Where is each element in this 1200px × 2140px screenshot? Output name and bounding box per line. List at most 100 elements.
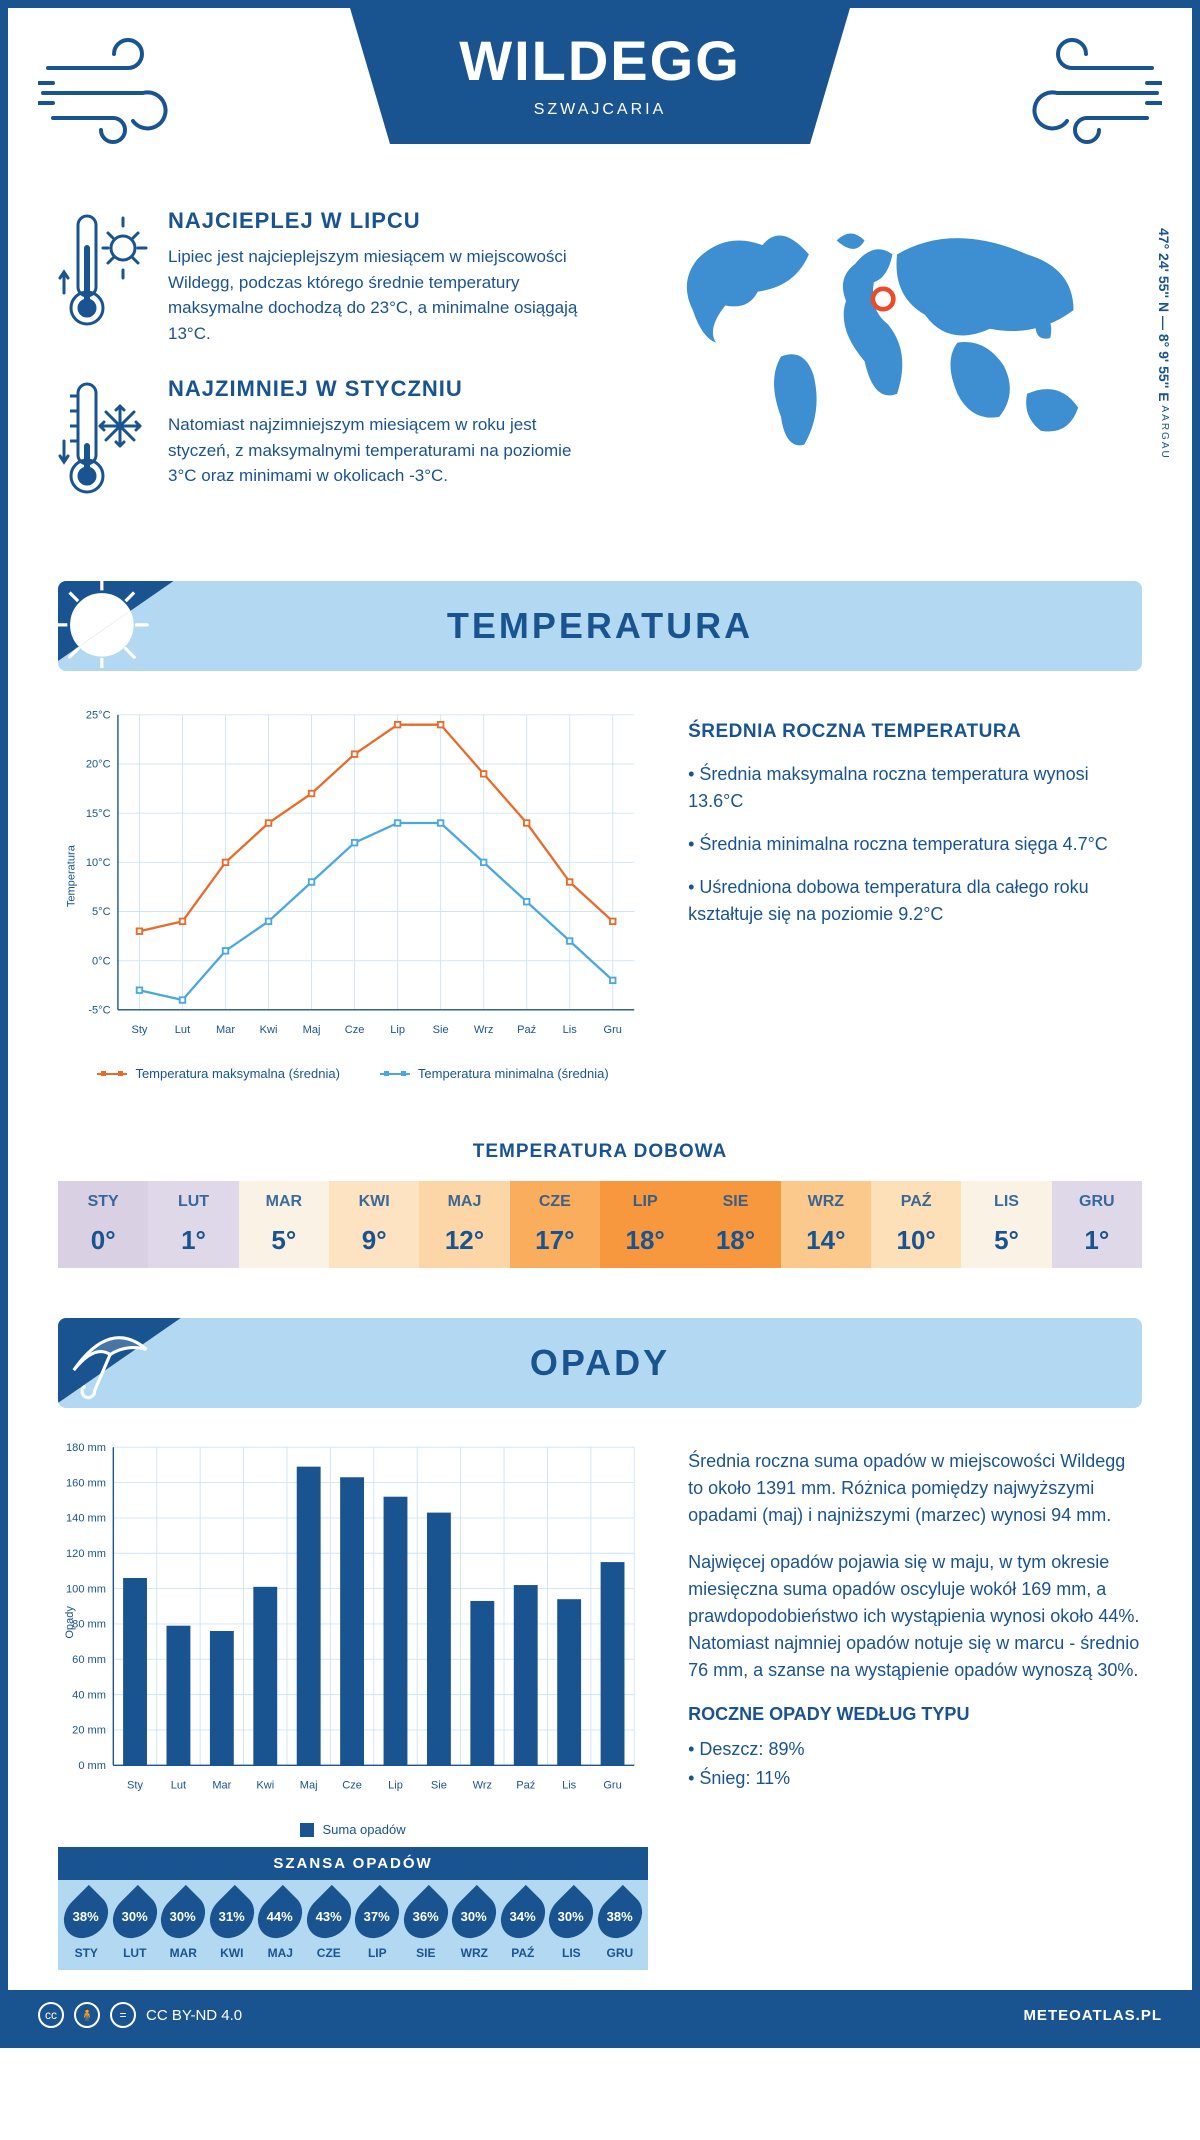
fact-coldest: NAJZIMNIEJ W STYCZNIU Natomiast najzimni… bbox=[58, 376, 585, 511]
daily-cell: GRU1° bbox=[1052, 1181, 1142, 1268]
svg-text:Paź: Paź bbox=[517, 1024, 536, 1036]
fact-warmest-body: Lipiec jest najcieplejszym miesiącem w m… bbox=[168, 244, 585, 346]
precip-by-type-title: ROCZNE OPADY WEDŁUG TYPU bbox=[688, 1704, 1142, 1725]
svg-text:Sie: Sie bbox=[433, 1024, 449, 1036]
svg-text:Cze: Cze bbox=[342, 1780, 362, 1792]
svg-text:Maj: Maj bbox=[300, 1780, 318, 1792]
svg-text:Lis: Lis bbox=[562, 1780, 577, 1792]
svg-text:80 mm: 80 mm bbox=[72, 1619, 106, 1631]
chance-cell: 37%LIP bbox=[353, 1892, 402, 1960]
site-name: METEOATLAS.PL bbox=[1023, 2007, 1162, 2024]
by-icon: 🧍 bbox=[74, 2002, 100, 2028]
svg-text:100 mm: 100 mm bbox=[66, 1584, 106, 1596]
temperature-section-header: TEMPERATURA bbox=[58, 581, 1142, 671]
daily-cell: LUT1° bbox=[148, 1181, 238, 1268]
coords-value: 47° 24' 55'' N — 8° 9' 55'' E bbox=[1156, 228, 1172, 402]
chance-cell: 36%SIE bbox=[402, 1892, 451, 1960]
svg-text:Paź: Paź bbox=[516, 1780, 535, 1792]
fact-coldest-title: NAJZIMNIEJ W STYCZNIU bbox=[168, 376, 585, 402]
svg-text:Lip: Lip bbox=[388, 1780, 403, 1792]
title-banner: WILDEGG SZWAJCARIA bbox=[350, 8, 850, 144]
footer: cc 🧍 = CC BY-ND 4.0 METEOATLAS.PL bbox=[8, 1990, 1192, 2040]
svg-text:Sty: Sty bbox=[127, 1780, 143, 1792]
svg-text:60 mm: 60 mm bbox=[72, 1654, 106, 1666]
chance-cell: 30%WRZ bbox=[450, 1892, 499, 1960]
daily-cell: SIE18° bbox=[690, 1181, 780, 1268]
umbrella-icon bbox=[58, 1318, 188, 1408]
thermometer-cold-icon bbox=[58, 376, 148, 511]
license-label: CC BY-ND 4.0 bbox=[146, 2007, 242, 2024]
precip-paragraph: Średnia roczna suma opadów w miejscowośc… bbox=[688, 1448, 1142, 1529]
svg-text:180 mm: 180 mm bbox=[66, 1442, 106, 1454]
daily-cell: LIS5° bbox=[961, 1181, 1051, 1268]
thermometer-hot-icon bbox=[58, 208, 148, 346]
annual-item: Uśredniona dobowa temperatura dla całego… bbox=[688, 874, 1142, 928]
world-map bbox=[615, 208, 1142, 468]
svg-text:40 mm: 40 mm bbox=[72, 1690, 106, 1702]
svg-text:20°C: 20°C bbox=[86, 759, 111, 771]
svg-text:Sie: Sie bbox=[431, 1780, 447, 1792]
daily-temp-table: STY0°LUT1°MAR5°KWI9°MAJ12°CZE17°LIP18°SI… bbox=[58, 1181, 1142, 1268]
chance-cell: 30%LUT bbox=[111, 1892, 160, 1960]
svg-text:15°C: 15°C bbox=[86, 808, 111, 820]
temperature-content: -5°C0°C5°C10°C15°C20°C25°CStyLutMarKwiMa… bbox=[8, 671, 1192, 1111]
sun-icon bbox=[58, 581, 188, 671]
chance-cell: 38%STY bbox=[62, 1892, 111, 1960]
svg-text:Kwi: Kwi bbox=[256, 1780, 274, 1792]
svg-text:160 mm: 160 mm bbox=[66, 1478, 106, 1490]
daily-cell: WRZ14° bbox=[781, 1181, 871, 1268]
temperature-legend: Temperatura maksymalna (średnia)Temperat… bbox=[58, 1066, 648, 1081]
legend-item: Temperatura maksymalna (średnia) bbox=[97, 1066, 339, 1081]
chance-cell: 31%KWI bbox=[208, 1892, 257, 1960]
annual-temp-title: ŚREDNIA ROCZNA TEMPERATURA bbox=[688, 721, 1142, 743]
precip-legend-label: Suma opadów bbox=[322, 1822, 405, 1837]
svg-text:Mar: Mar bbox=[212, 1780, 231, 1792]
svg-text:Temperatura: Temperatura bbox=[66, 844, 78, 907]
precip-paragraph: Najwięcej opadów pojawia się w maju, w t… bbox=[688, 1549, 1142, 1684]
svg-text:120 mm: 120 mm bbox=[66, 1548, 106, 1560]
precip-legend: Suma opadów bbox=[300, 1822, 405, 1837]
precipitation-title: OPADY bbox=[58, 1342, 1142, 1384]
wind-icon-right bbox=[1012, 38, 1162, 148]
svg-text:Wrz: Wrz bbox=[473, 1780, 492, 1792]
page-frame: WILDEGG SZWAJCARIA bbox=[0, 0, 1200, 2048]
svg-text:5°C: 5°C bbox=[92, 906, 111, 918]
svg-text:Mar: Mar bbox=[216, 1024, 235, 1036]
chance-title: SZANSA OPADÓW bbox=[58, 1847, 648, 1880]
precipitation-content: 0 mm20 mm40 mm60 mm80 mm100 mm120 mm140 … bbox=[8, 1408, 1192, 1990]
svg-text:-5°C: -5°C bbox=[88, 1005, 110, 1017]
intro-section: NAJCIEPLEJ W LIPCU Lipiec jest najcieple… bbox=[8, 208, 1192, 581]
svg-text:10°C: 10°C bbox=[86, 857, 111, 869]
annual-item: Średnia minimalna roczna temperatura się… bbox=[688, 831, 1142, 858]
annual-item: Średnia maksymalna roczna temperatura wy… bbox=[688, 761, 1142, 815]
chance-cell: 43%CZE bbox=[305, 1892, 354, 1960]
precipitation-chance: SZANSA OPADÓW 38%STY30%LUT30%MAR31%KWI44… bbox=[58, 1847, 648, 1970]
wind-icon-left bbox=[38, 38, 188, 148]
svg-text:Kwi: Kwi bbox=[260, 1024, 278, 1036]
daily-cell: LIP18° bbox=[600, 1181, 690, 1268]
svg-text:Gru: Gru bbox=[603, 1780, 621, 1792]
svg-text:Lis: Lis bbox=[563, 1024, 578, 1036]
license: cc 🧍 = CC BY-ND 4.0 bbox=[38, 2002, 242, 2028]
page-title: WILDEGG bbox=[430, 28, 770, 93]
chance-cell: 30%LIS bbox=[547, 1892, 596, 1960]
temperature-annual: ŚREDNIA ROCZNA TEMPERATURA Średnia maksy… bbox=[688, 701, 1142, 1081]
daily-cell: MAJ12° bbox=[419, 1181, 509, 1268]
fact-coldest-body: Natomiast najzimniejszym miesiącem w rok… bbox=[168, 412, 585, 489]
precipitation-text: Średnia roczna suma opadów w miejscowośc… bbox=[688, 1438, 1142, 1970]
fact-warmest: NAJCIEPLEJ W LIPCU Lipiec jest najcieple… bbox=[58, 208, 585, 346]
coordinates: 47° 24' 55'' N — 8° 9' 55'' E AARGAU bbox=[1156, 228, 1172, 460]
header: WILDEGG SZWAJCARIA bbox=[8, 8, 1192, 208]
svg-text:Sty: Sty bbox=[131, 1024, 147, 1036]
svg-text:0 mm: 0 mm bbox=[78, 1760, 106, 1772]
fact-warmest-title: NAJCIEPLEJ W LIPCU bbox=[168, 208, 585, 234]
page-subtitle: SZWAJCARIA bbox=[430, 101, 770, 119]
coords-region: AARGAU bbox=[1159, 406, 1170, 460]
temperature-chart: -5°C0°C5°C10°C15°C20°C25°CStyLutMarKwiMa… bbox=[58, 701, 648, 1081]
svg-text:0°C: 0°C bbox=[92, 955, 111, 967]
chance-cell: 30%MAR bbox=[159, 1892, 208, 1960]
svg-text:25°C: 25°C bbox=[86, 710, 111, 722]
svg-text:Gru: Gru bbox=[604, 1024, 622, 1036]
svg-text:Lip: Lip bbox=[390, 1024, 405, 1036]
daily-cell: KWI9° bbox=[329, 1181, 419, 1268]
